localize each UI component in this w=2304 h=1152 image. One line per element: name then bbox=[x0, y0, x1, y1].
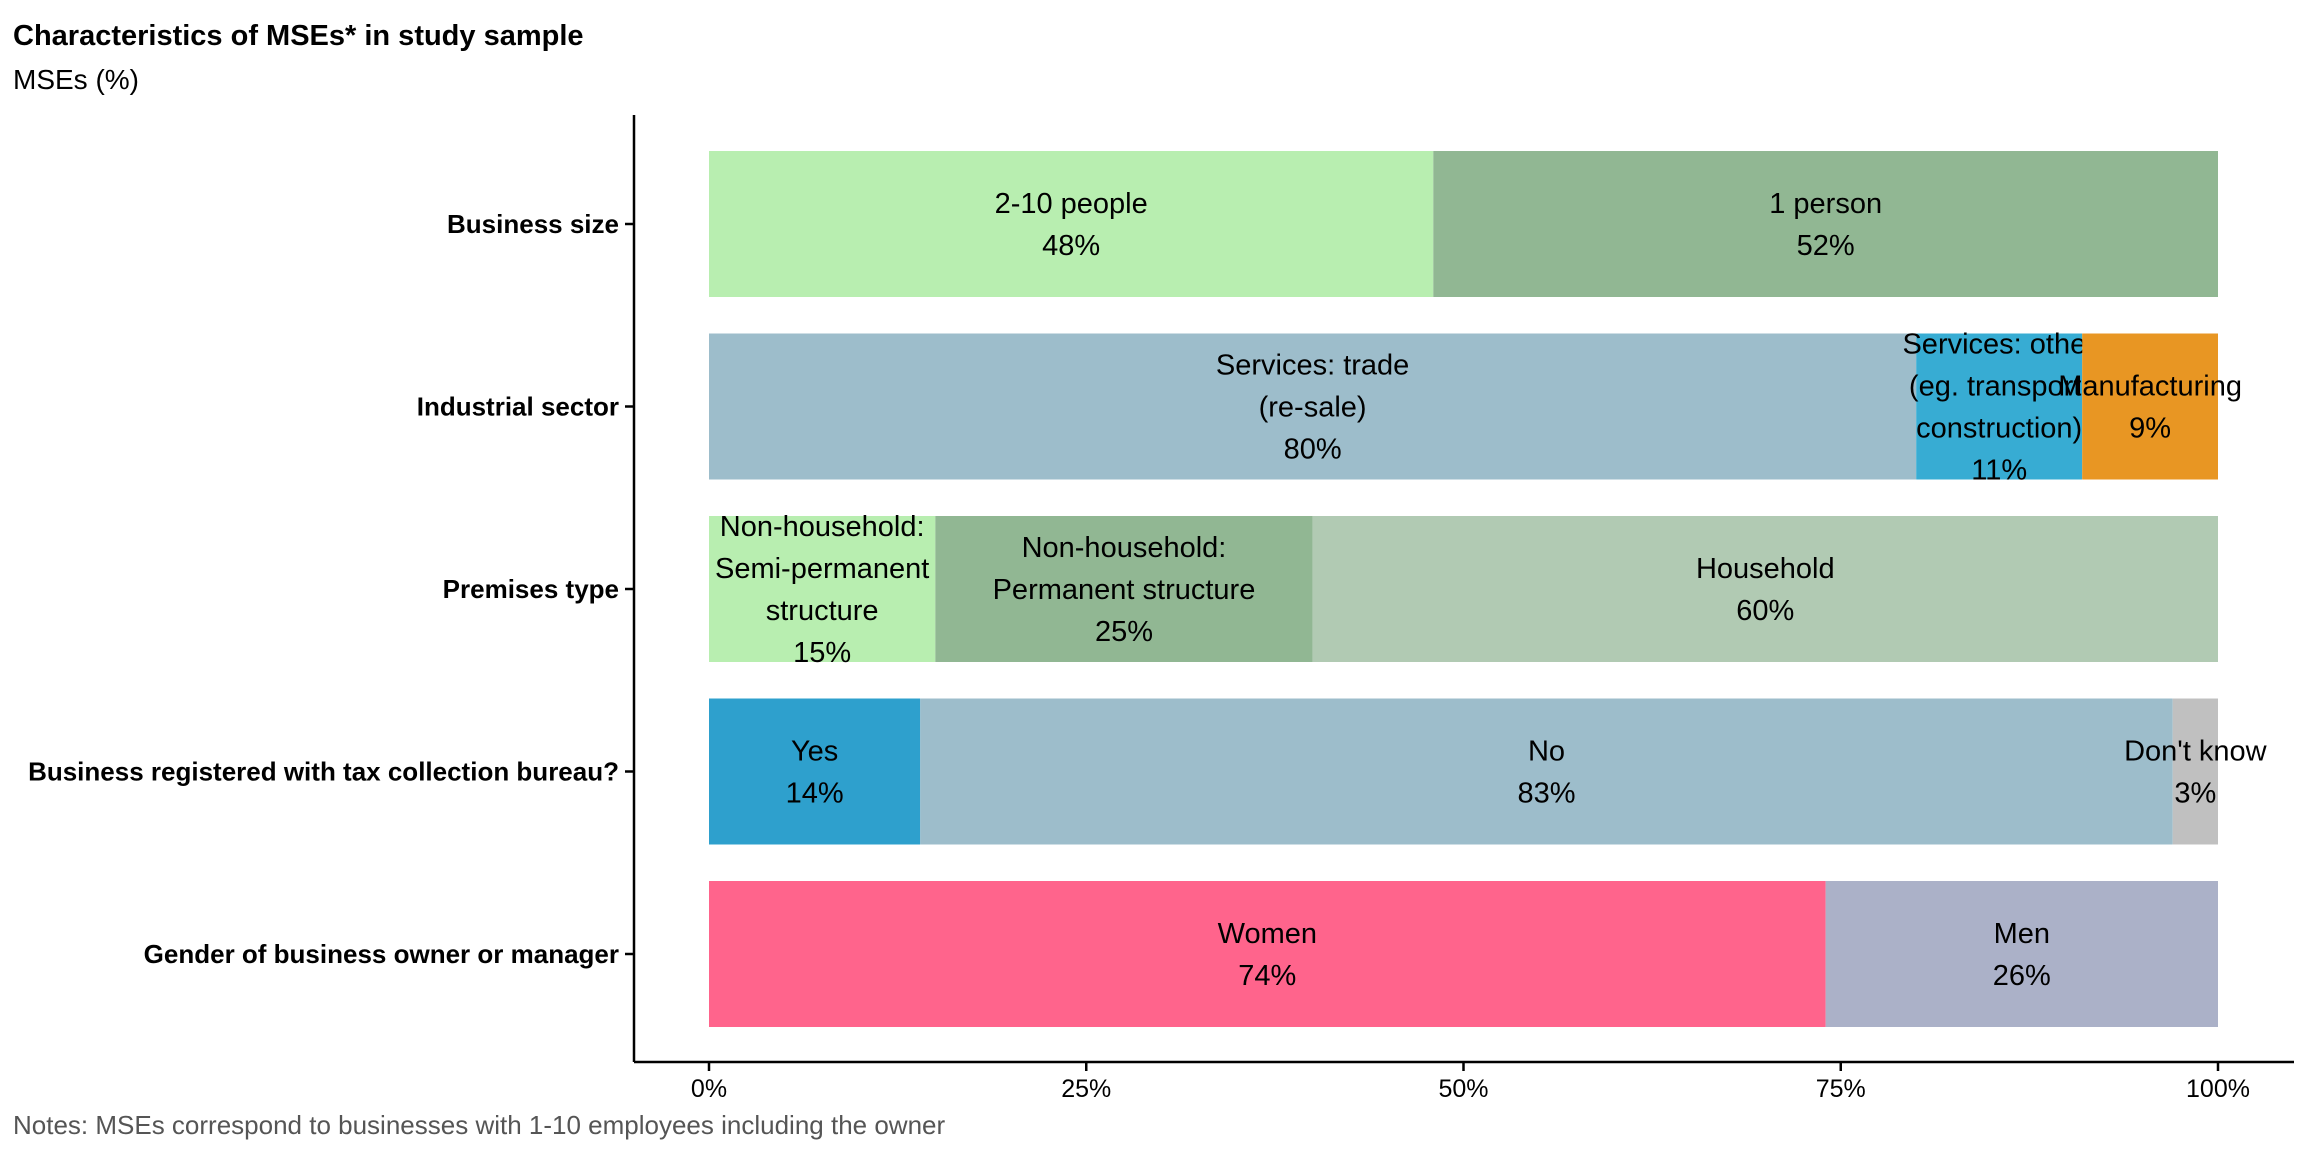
segment-label: 1 person 52% bbox=[1769, 188, 1882, 262]
segment-label: Non-household: Semi-permanent structure 15% bbox=[715, 511, 929, 669]
x-tick-label: 0% bbox=[691, 1075, 727, 1103]
segment-label: Don't know 3% bbox=[2124, 736, 2268, 810]
bar-segment bbox=[709, 333, 1917, 480]
chart-title: Characteristics of MSEs* in study sample bbox=[13, 20, 584, 52]
category-label: Business registered with tax collection … bbox=[28, 757, 619, 787]
bar-segment bbox=[1825, 881, 2218, 1027]
segment-label: Household 60% bbox=[1696, 553, 1835, 627]
bar-segment bbox=[1312, 516, 2218, 662]
bar-segment bbox=[920, 698, 2173, 845]
bar-segment bbox=[935, 516, 1313, 662]
bar-row: Business size 2-10 people 48% 1 person 52% bbox=[447, 151, 2218, 297]
segment-label: Manufacturing 9% bbox=[2058, 371, 2242, 445]
bar-segment bbox=[709, 881, 1826, 1027]
bar-segment bbox=[709, 151, 1434, 297]
category-label: Industrial sector bbox=[417, 392, 619, 422]
bar-segment bbox=[2082, 333, 2218, 480]
category-label: Gender of business owner or manager bbox=[144, 939, 619, 969]
category-label: Premises type bbox=[443, 574, 619, 604]
category-label: Business size bbox=[447, 209, 619, 239]
bar-row: Premises type Non-household: Semi-permanen… bbox=[443, 511, 2218, 669]
x-tick-label: 75% bbox=[1816, 1075, 1866, 1103]
chart-subtitle: MSEs (%) bbox=[13, 64, 139, 95]
segment-label: 2-10 people 48% bbox=[995, 188, 1148, 262]
bar-segment bbox=[709, 516, 936, 662]
x-tick-label: 100% bbox=[2186, 1075, 2250, 1103]
x-tick-label: 25% bbox=[1061, 1075, 1111, 1103]
segment-label: Non-household: Permanent structure 25% bbox=[993, 532, 1256, 648]
segment-label: No 83% bbox=[1517, 736, 1575, 810]
bar-row: Business registered with tax collection … bbox=[28, 698, 2268, 845]
bar-segment bbox=[2172, 698, 2218, 845]
x-tick-label: 50% bbox=[1438, 1075, 1488, 1103]
segment-label: Services: other (eg. transport, constructi… bbox=[1902, 329, 2096, 487]
segment-label: Services: trade (re-sale) 80% bbox=[1216, 350, 1409, 466]
bar-segment bbox=[1916, 333, 2083, 480]
segment-label: Women 74% bbox=[1218, 918, 1317, 992]
bar-row: Industrial sector Services: trade (re-sale… bbox=[417, 329, 2242, 487]
segment-label: Yes 14% bbox=[786, 736, 844, 810]
bar-row: Gender of business owner or manager Women… bbox=[144, 881, 2218, 1027]
bar-segment bbox=[709, 698, 921, 845]
bar-segment bbox=[1433, 151, 2218, 297]
chart-note: Notes: MSEs correspond to businesses wit… bbox=[13, 1110, 946, 1140]
segment-label: Men 26% bbox=[1993, 918, 2051, 992]
